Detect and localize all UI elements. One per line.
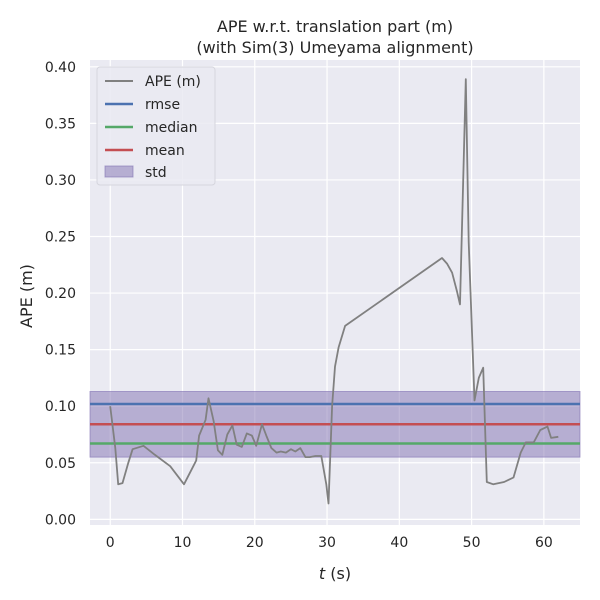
x-tick-label: 40 xyxy=(390,535,408,551)
stat-lines-layer xyxy=(90,402,580,445)
x-tick-label: 30 xyxy=(318,535,336,551)
x-axis-label: t (s) xyxy=(319,564,351,583)
y-tick-label: 0.35 xyxy=(45,116,76,132)
y-tick-label: 0.25 xyxy=(45,229,76,245)
y-tick-label: 0.30 xyxy=(45,173,76,189)
y-tick-label: 0.40 xyxy=(45,60,76,76)
y-tick-label: 0.00 xyxy=(45,512,76,528)
legend-label-std: std xyxy=(145,165,167,181)
ape-series-line xyxy=(109,78,559,505)
legend-swatch-std xyxy=(104,165,134,178)
legend-label-mean: mean xyxy=(145,143,185,159)
chart-title: APE w.r.t. translation part (m) xyxy=(217,17,453,36)
legend-box xyxy=(96,66,216,186)
chart-subtitle: (with Sim(3) Umeyama alignment) xyxy=(196,38,473,57)
y-tick-labels: 0.00 0.05 0.10 0.15 0.20 0.25 0.30 0.35 0.40 xyxy=(45,60,76,529)
y-tick-label: 0.20 xyxy=(45,286,76,302)
x-tick-label: 50 xyxy=(463,535,481,551)
series-layer xyxy=(109,78,559,505)
x-tick-label: 10 xyxy=(174,535,192,551)
legend-label-ape: APE (m) xyxy=(145,74,201,90)
legend-label-rmse: rmse xyxy=(145,97,180,113)
legend: APE (m) rmse median mean std xyxy=(96,66,216,186)
y-tick-label: 0.05 xyxy=(45,456,76,472)
x-tick-labels: 0 10 20 30 40 50 60 xyxy=(106,535,553,551)
y-tick-label: 0.10 xyxy=(45,399,76,415)
x-tick-label: 20 xyxy=(246,535,264,551)
y-axis-label: APE (m) xyxy=(17,264,36,328)
legend-label-median: median xyxy=(145,120,197,136)
y-tick-label: 0.15 xyxy=(45,343,76,359)
x-tick-label: 60 xyxy=(535,535,553,551)
x-tick-label: 0 xyxy=(106,535,115,551)
